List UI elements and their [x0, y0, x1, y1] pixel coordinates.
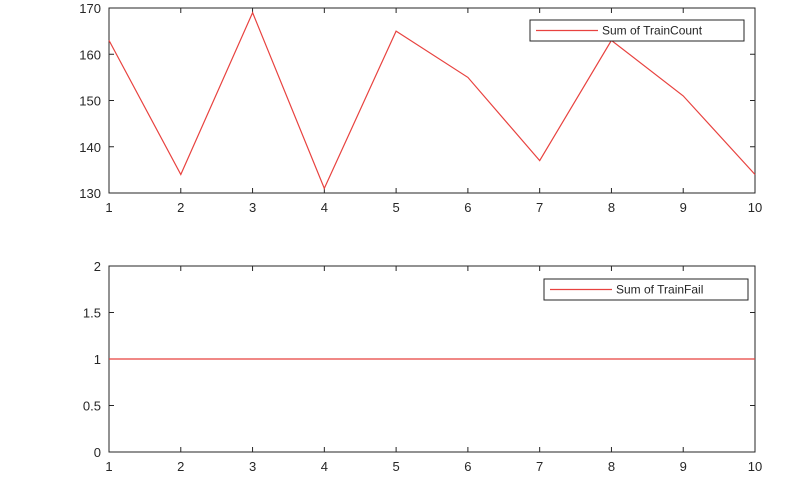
subplot-train-fail: 1 2 3 4 5 6 7 8 9 10 0 0.5 1 1.5 2 Sum of TrainFail — [83, 259, 762, 474]
legend-label: Sum of TrainCount — [602, 24, 703, 38]
y-tick-label: 150 — [79, 94, 101, 109]
x-tick-label: 3 — [249, 200, 256, 215]
legend-box — [543, 278, 749, 301]
x-tick-label: 9 — [680, 200, 687, 215]
legend-label: Sum of TrainFail — [616, 283, 703, 297]
x-tick-label: 3 — [249, 459, 256, 474]
x-tick-label: 7 — [536, 200, 543, 215]
legend-box — [529, 19, 745, 42]
x-tick-label: 9 — [680, 459, 687, 474]
x-tick-label: 1 — [105, 459, 112, 474]
x-tick-label: 8 — [608, 200, 615, 215]
x-tick-label: 6 — [464, 200, 471, 215]
x-tick-label: 7 — [536, 459, 543, 474]
x-tick-label: 2 — [177, 200, 184, 215]
x-tick-label: 2 — [177, 459, 184, 474]
y-tick-label: 0 — [94, 445, 101, 460]
x-tick-label: 5 — [392, 459, 399, 474]
y-tick-label: 140 — [79, 140, 101, 155]
y-tick-label: 2 — [94, 259, 101, 274]
x-tick-label: 6 — [464, 459, 471, 474]
x-tick-label: 10 — [748, 200, 762, 215]
subplot-train-count: 1 2 3 4 5 6 7 8 9 10 130 140 150 160 170 Sum of TrainCo… — [79, 1, 762, 215]
y-tick-label: 1.5 — [83, 306, 101, 321]
series-line — [108, 11, 756, 190]
x-tick-label: 1 — [105, 200, 112, 215]
x-tick-label: 8 — [608, 459, 615, 474]
y-tick-label: 130 — [79, 186, 101, 201]
y-tick-label: 0.5 — [83, 399, 101, 414]
x-tick-label: 5 — [392, 200, 399, 215]
y-tick-label: 160 — [79, 47, 101, 62]
x-tick-label: 10 — [748, 459, 762, 474]
x-tick-label: 4 — [321, 459, 328, 474]
x-tick-label: 4 — [321, 200, 328, 215]
y-tick-label: 170 — [79, 1, 101, 16]
y-tick-label: 1 — [94, 352, 101, 367]
